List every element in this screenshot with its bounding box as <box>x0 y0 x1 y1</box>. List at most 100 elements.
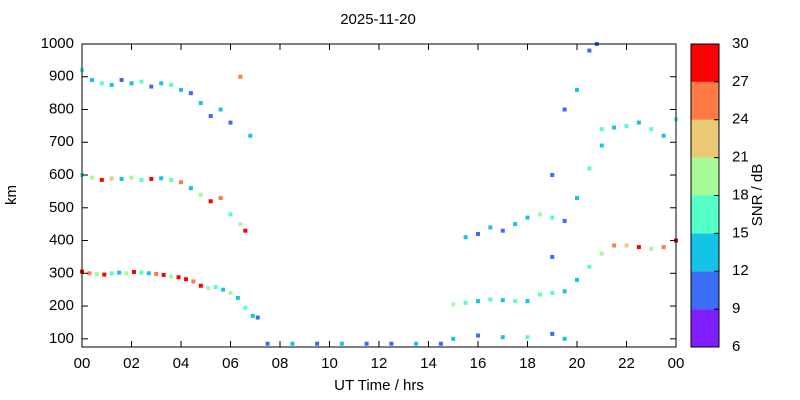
colorbar-band <box>691 81 719 120</box>
x-tick-label: 00 <box>74 355 91 372</box>
data-point <box>562 107 567 112</box>
y-tick-label: 1000 <box>41 35 74 52</box>
data-point <box>235 295 240 300</box>
data-point <box>149 176 154 181</box>
data-point <box>550 215 555 220</box>
data-point <box>139 79 144 84</box>
data-point <box>463 300 468 305</box>
data-point <box>213 285 218 290</box>
data-point <box>191 279 196 284</box>
data-point <box>149 84 154 89</box>
data-point <box>488 297 493 302</box>
data-point <box>550 331 555 336</box>
data-point <box>500 335 505 340</box>
data-point <box>87 271 92 276</box>
data-point <box>218 195 223 200</box>
data-point <box>599 251 604 256</box>
y-tick-label: 300 <box>49 264 74 281</box>
x-tick-label: 00 <box>668 355 685 372</box>
x-tick-label: 16 <box>470 355 487 372</box>
data-point <box>537 292 542 297</box>
data-point <box>255 315 260 320</box>
data-point <box>250 313 255 318</box>
data-point <box>117 270 122 275</box>
data-point <box>525 335 530 340</box>
data-point <box>513 299 518 304</box>
data-point <box>525 299 530 304</box>
data-point <box>438 341 443 346</box>
data-point <box>238 222 243 227</box>
data-point <box>124 271 129 276</box>
data-point <box>389 341 394 346</box>
data-point <box>612 125 617 130</box>
x-tick-label: 04 <box>173 355 190 372</box>
data-point <box>562 289 567 294</box>
data-point <box>513 222 518 227</box>
colorbar-band <box>691 271 719 310</box>
data-point <box>208 114 213 119</box>
colorbar-tick-label: 21 <box>732 149 749 166</box>
data-point <box>99 81 104 86</box>
y-tick-label: 100 <box>49 330 74 347</box>
data-point <box>364 341 369 346</box>
data-point <box>550 254 555 259</box>
colorbar-band <box>691 44 719 82</box>
data-point <box>587 166 592 171</box>
data-point <box>476 299 480 304</box>
data-point <box>451 336 456 341</box>
data-point <box>537 212 542 217</box>
x-axis-label: UT Time / hrs <box>334 377 424 394</box>
colorbar-tick-label: 27 <box>732 73 749 90</box>
data-point <box>183 277 188 282</box>
data-point <box>500 228 505 233</box>
data-point <box>221 287 226 292</box>
data-point <box>575 195 579 200</box>
x-tick-label: 22 <box>618 355 635 372</box>
data-point <box>290 341 295 346</box>
data-point <box>339 341 344 346</box>
data-point <box>99 177 104 182</box>
data-point <box>109 176 114 181</box>
x-tick-label: 12 <box>371 355 388 372</box>
data-point <box>624 123 629 128</box>
data-point <box>169 177 174 182</box>
data-point <box>129 175 134 180</box>
data-point <box>169 82 174 87</box>
data-point <box>94 271 99 276</box>
data-point <box>218 107 223 112</box>
y-tick-label: 400 <box>49 232 74 249</box>
data-point <box>265 341 270 346</box>
data-point <box>562 336 567 341</box>
data-point <box>315 341 320 346</box>
y-tick-label: 600 <box>49 166 74 183</box>
data-point <box>109 271 114 276</box>
data-point <box>89 175 94 180</box>
data-point <box>228 290 233 295</box>
x-tick-label: 06 <box>222 355 239 372</box>
data-point <box>238 74 243 79</box>
x-tick-label: 08 <box>272 355 289 372</box>
data-point <box>636 120 641 125</box>
colorbar-tick-label: 24 <box>732 111 749 128</box>
plot-frame <box>81 43 677 348</box>
data-point <box>649 246 654 251</box>
data-point <box>612 243 617 248</box>
data-point <box>243 228 248 233</box>
data-point <box>525 215 530 220</box>
data-point <box>624 243 629 248</box>
colorbar-label: SNR / dB <box>749 164 766 227</box>
data-point <box>89 78 94 83</box>
colorbar-band <box>691 195 719 234</box>
data-point <box>575 277 579 282</box>
data-point <box>248 133 253 138</box>
y-tick-label: 900 <box>49 68 74 85</box>
data-point <box>188 186 193 191</box>
colorbar-tick-label: 6 <box>732 338 740 355</box>
data-point <box>562 218 567 223</box>
colorbar-tick-label: 9 <box>732 300 740 317</box>
data-point <box>550 173 555 178</box>
data-point <box>159 81 164 86</box>
data-point <box>550 290 555 295</box>
data-point <box>599 127 604 132</box>
